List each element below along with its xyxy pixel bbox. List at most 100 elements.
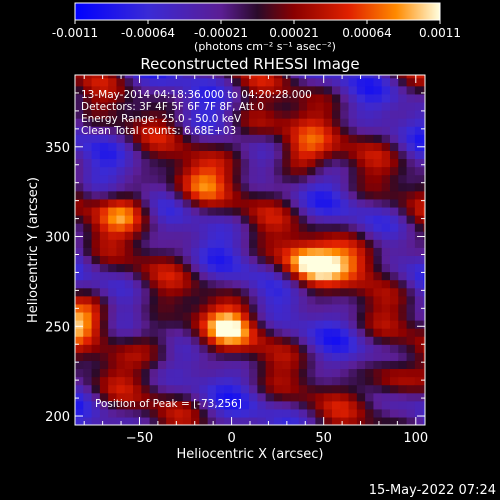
heatmap-cell bbox=[182, 206, 192, 216]
heatmap-cell bbox=[406, 320, 416, 329]
heatmap-cell bbox=[124, 75, 134, 79]
heatmap-cell bbox=[116, 336, 126, 345]
heatmap-cell bbox=[340, 158, 350, 168]
heatmap-cell bbox=[108, 328, 118, 337]
heatmap-cell bbox=[423, 239, 425, 248]
heatmap-cell bbox=[232, 336, 242, 345]
heatmap-cell bbox=[166, 320, 176, 329]
heatmap-cell bbox=[249, 336, 258, 345]
heatmap-cell bbox=[249, 320, 258, 329]
heatmap-cell bbox=[365, 118, 375, 127]
heatmap-cell bbox=[207, 287, 217, 297]
heatmap-cell bbox=[282, 255, 292, 265]
heatmap-cell bbox=[323, 101, 333, 111]
heatmap-cell bbox=[124, 101, 134, 111]
heatmap-cell bbox=[207, 271, 217, 281]
heatmap-cell bbox=[232, 182, 242, 192]
heatmap-cell bbox=[224, 223, 234, 232]
heatmap-cell bbox=[75, 231, 84, 240]
heatmap-cell bbox=[108, 190, 118, 200]
heatmap-cell bbox=[348, 158, 358, 168]
heatmap-cell bbox=[373, 110, 383, 119]
heatmap-cell bbox=[191, 336, 200, 345]
heatmap-cell bbox=[207, 75, 217, 79]
heatmap-cell bbox=[91, 352, 101, 361]
heatmap-cell bbox=[257, 303, 267, 313]
heatmap-cell bbox=[166, 416, 176, 425]
heatmap-cell bbox=[166, 360, 176, 370]
heatmap-cell bbox=[381, 223, 391, 232]
heatmap-cell bbox=[265, 352, 275, 361]
heatmap-cell bbox=[282, 271, 292, 281]
heatmap-cell bbox=[199, 101, 209, 111]
heatmap-cell bbox=[240, 198, 250, 208]
heatmap-cell bbox=[133, 239, 142, 248]
heatmap-cell bbox=[348, 101, 358, 111]
heatmap-cell bbox=[191, 85, 200, 95]
heatmap-cell bbox=[116, 311, 126, 321]
heatmap-cell bbox=[414, 247, 424, 256]
heatmap-cell bbox=[265, 279, 275, 289]
heatmap-cell bbox=[91, 174, 101, 184]
heatmap-cell bbox=[423, 271, 425, 281]
heatmap-cell bbox=[141, 142, 151, 151]
heatmap-cell bbox=[331, 247, 341, 256]
heatmap-cell bbox=[414, 215, 424, 224]
heatmap-cell bbox=[381, 134, 391, 143]
heatmap-cell bbox=[257, 110, 267, 119]
heatmap-cell bbox=[232, 93, 242, 103]
heatmap-cell bbox=[331, 182, 341, 192]
heatmap-cell bbox=[166, 295, 176, 305]
heatmap-cell bbox=[298, 368, 308, 378]
heatmap-cell bbox=[282, 215, 292, 224]
heatmap-cell bbox=[282, 303, 292, 313]
heatmap-cell bbox=[414, 190, 424, 200]
heatmap-cell bbox=[323, 408, 333, 418]
heatmap-cell bbox=[166, 271, 176, 281]
heatmap-cell bbox=[298, 118, 308, 127]
heatmap-cell bbox=[199, 198, 209, 208]
heatmap-cell bbox=[108, 360, 118, 370]
heatmap-cell bbox=[390, 77, 399, 87]
heatmap-cell bbox=[91, 408, 101, 418]
heatmap-cell bbox=[331, 206, 341, 216]
heatmap-cell bbox=[157, 101, 167, 111]
heatmap-cell bbox=[141, 408, 151, 418]
heatmap-cell bbox=[365, 271, 375, 281]
colorbar-units-label: (photons cm⁻² s⁻¹ asec⁻²) bbox=[194, 40, 336, 53]
heatmap-cell bbox=[365, 215, 375, 224]
heatmap-cell bbox=[240, 118, 250, 127]
heatmap-cell bbox=[224, 360, 234, 370]
heatmap-cell bbox=[373, 408, 383, 418]
heatmap-cell bbox=[124, 263, 134, 273]
heatmap-cell bbox=[215, 271, 225, 281]
heatmap-cell bbox=[174, 85, 184, 95]
heatmap-cell bbox=[406, 263, 416, 273]
heatmap-cell bbox=[414, 101, 424, 111]
heatmap-cell bbox=[133, 416, 142, 425]
heatmap-cell bbox=[423, 206, 425, 216]
heatmap-cell bbox=[348, 215, 358, 224]
heatmap-cell bbox=[141, 239, 151, 248]
heatmap-cell bbox=[75, 255, 84, 265]
heatmap-cell bbox=[191, 247, 200, 256]
heatmap-cell bbox=[83, 118, 93, 127]
colorbar-ticks bbox=[74, 20, 441, 24]
heatmap-cell bbox=[298, 392, 308, 402]
heatmap-cell bbox=[348, 75, 358, 79]
heatmap-cell bbox=[199, 279, 209, 289]
heatmap-cell bbox=[141, 77, 151, 87]
heatmap-cell bbox=[307, 400, 316, 410]
heatmap-cell bbox=[108, 174, 118, 184]
heatmap-cell bbox=[323, 271, 333, 281]
heatmap-cell bbox=[215, 311, 225, 321]
x-tick-label: 100 bbox=[403, 431, 428, 446]
heatmap-cell bbox=[199, 158, 209, 168]
heatmap-cell bbox=[133, 376, 142, 386]
heatmap-cell bbox=[398, 247, 408, 256]
heatmap-cell bbox=[116, 93, 126, 103]
heatmap-cell bbox=[398, 279, 408, 289]
heatmap-cell bbox=[75, 126, 84, 135]
heatmap-cell bbox=[273, 408, 283, 418]
heatmap-cell bbox=[199, 384, 209, 394]
